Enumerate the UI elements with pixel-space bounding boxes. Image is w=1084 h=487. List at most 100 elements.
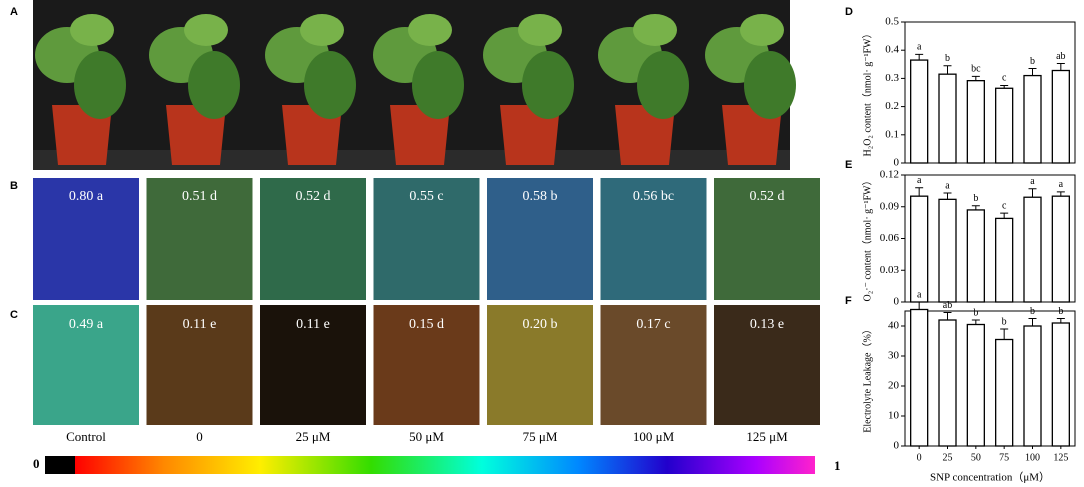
photo-tile [600, 178, 707, 300]
pot [615, 105, 675, 165]
bar [1051, 195, 1070, 303]
bar [966, 209, 985, 303]
panel-label: F [845, 295, 852, 307]
bar [1023, 74, 1042, 164]
error-bar [1028, 68, 1037, 76]
photo-tile [260, 178, 366, 300]
tile-value: 0.56 bc [633, 189, 674, 204]
leaf [300, 14, 344, 46]
error-bar [971, 319, 980, 325]
y-tick-label: 20 [888, 380, 900, 392]
significance-letter: b [1002, 316, 1007, 327]
photo-tile [714, 305, 820, 425]
bar [1051, 69, 1070, 164]
bar [938, 198, 957, 303]
bar [910, 308, 929, 447]
panel-label: B [10, 180, 18, 192]
significance-letter: b [1030, 306, 1035, 317]
y-axis-label: H₂O₂ content（nmol· g⁻¹FW） [861, 28, 873, 156]
y-axis-label: O₂·⁻ content（nmol· g⁻¹FW） [861, 176, 873, 302]
y-tick-label: 0.03 [880, 264, 900, 276]
bar [995, 217, 1014, 303]
error-bar [1056, 62, 1065, 71]
bar [966, 80, 985, 164]
leaf [637, 51, 689, 119]
photo-tile [33, 305, 139, 425]
plot-frame [904, 310, 1076, 447]
significance-letter: a [917, 289, 922, 300]
category-label: 25 μM [296, 429, 331, 444]
error-bar [1000, 212, 1009, 219]
panel-label: E [845, 159, 852, 171]
error-bar [915, 53, 924, 61]
leaf [408, 14, 452, 46]
photo-tile [600, 305, 707, 425]
significance-letter: a [1059, 179, 1064, 190]
photo-tile [714, 178, 820, 300]
tile-value: 0.17 c [636, 317, 670, 332]
significance-letter: a [917, 42, 922, 53]
error-bar [943, 65, 952, 75]
pot [282, 105, 342, 165]
category-label: 0 [196, 429, 203, 444]
category-label: Control [66, 429, 106, 444]
error-bar [1056, 318, 1065, 323]
category-label: 100 μM [633, 429, 675, 444]
bar [1023, 325, 1042, 447]
photo-tile [260, 305, 366, 425]
error-bar [1028, 188, 1037, 198]
y-axis-label: Electrolyte Leakage（%） [861, 324, 873, 433]
bar [910, 195, 929, 303]
tile-value: 0.49 a [69, 317, 104, 332]
panel-label: A [10, 6, 18, 18]
photo-tile [373, 178, 480, 300]
error-bar [943, 312, 952, 320]
y-tick-label: 0.1 [885, 128, 899, 140]
significance-letter: c [1002, 200, 1007, 211]
error-bar [1056, 191, 1065, 197]
y-tick-label: 0.5 [885, 16, 899, 28]
tile-value: 0.55 c [409, 189, 443, 204]
bar [966, 323, 985, 447]
error-bar [915, 187, 924, 197]
pot [500, 105, 560, 165]
significance-letter: a [1030, 176, 1035, 187]
x-tick-label: 50 [971, 452, 981, 463]
pot [52, 105, 112, 165]
bar [995, 87, 1014, 164]
significance-letter: b [973, 193, 978, 204]
leaf [744, 51, 796, 119]
photo-tile [146, 305, 253, 425]
plot-frame [904, 174, 1076, 303]
significance-letter: ab [943, 300, 952, 311]
error-bar [1000, 328, 1009, 340]
colorbar [75, 456, 815, 474]
y-tick-label: 40 [888, 320, 900, 332]
x-axis-label: SNP concentration（μM） [930, 471, 1050, 484]
pot [390, 105, 450, 165]
y-tick-label: 10 [888, 410, 900, 422]
significance-letter: b [1058, 306, 1063, 317]
x-tick-label: 100 [1025, 452, 1040, 463]
leaf [522, 51, 574, 119]
leaf [740, 14, 784, 46]
tile-value: 0.80 a [69, 189, 104, 204]
y-tick-label: 0.3 [885, 72, 899, 84]
y-tick-label: 0.09 [880, 200, 900, 212]
leaf [412, 51, 464, 119]
leaf [184, 14, 228, 46]
leaf [70, 14, 114, 46]
significance-letter: bc [971, 64, 981, 75]
leaf [188, 51, 240, 119]
category-label: 50 μM [409, 429, 444, 444]
error-bar [943, 192, 952, 200]
leaf [633, 14, 677, 46]
significance-letter: b [1030, 56, 1035, 67]
leaf [518, 14, 562, 46]
plot-frame [904, 21, 1076, 164]
error-bar [1000, 84, 1009, 89]
significance-letter: c [1002, 73, 1007, 84]
photo-tile [487, 305, 593, 425]
error-bar [971, 205, 980, 210]
